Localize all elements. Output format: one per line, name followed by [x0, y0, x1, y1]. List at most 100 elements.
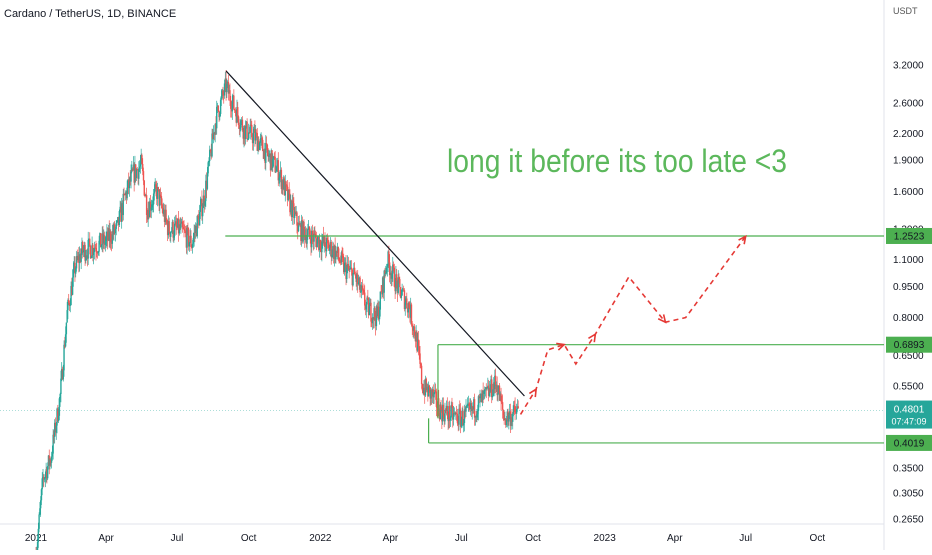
candle-body: [120, 203, 123, 222]
candle-body: [236, 107, 238, 123]
candle-body: [473, 399, 475, 410]
candle-body: [441, 410, 443, 422]
candle-body: [335, 250, 337, 260]
candle-body: [386, 266, 389, 268]
candle-body: [102, 233, 104, 244]
candle-body: [357, 274, 359, 285]
candle-body: [125, 192, 128, 199]
candle-body: [93, 247, 96, 253]
candle-body: [515, 409, 518, 414]
candle-body: [292, 200, 294, 204]
candle-body: [187, 229, 190, 247]
candle-body: [76, 256, 78, 260]
candle-body: [481, 391, 484, 403]
candle-body: [395, 274, 398, 281]
current-price-tag: [886, 400, 932, 429]
candle-body: [254, 128, 256, 141]
candle-body: [85, 256, 87, 261]
candle-body: [226, 83, 228, 93]
candle-body: [420, 363, 422, 366]
candle-body: [80, 253, 82, 262]
candle-body: [205, 180, 207, 202]
candle-body: [217, 105, 219, 112]
candle-body: [458, 408, 460, 425]
candle-body: [132, 164, 135, 171]
candle-body: [282, 180, 284, 190]
candle-body: [147, 209, 149, 220]
candle-body: [327, 239, 329, 244]
candle-body: [301, 220, 304, 242]
candle-body: [117, 216, 119, 222]
candle-body: [454, 412, 456, 414]
candle-body: [391, 273, 393, 279]
candle-body: [325, 246, 327, 252]
candle-body: [409, 304, 412, 318]
candle-body: [370, 302, 372, 322]
x-tick-label: 2022: [309, 533, 332, 544]
candle-body: [277, 160, 279, 181]
candle-body: [193, 232, 195, 238]
candle-body: [318, 236, 320, 250]
candle-body: [110, 242, 113, 244]
candle-body: [510, 417, 512, 426]
candle-body: [402, 289, 404, 291]
candle-body: [94, 247, 96, 249]
candle-body: [253, 128, 255, 133]
candle-body: [100, 244, 103, 248]
candle-body: [270, 150, 272, 171]
x-tick-label: Jul: [171, 533, 184, 544]
candle-body: [326, 238, 329, 240]
candle-body: [186, 227, 188, 248]
candle-body: [376, 306, 378, 316]
candle-body: [55, 425, 57, 433]
candle-body: [352, 272, 354, 286]
candle-body: [505, 420, 508, 426]
candle-body: [399, 279, 401, 288]
candle-body: [58, 398, 61, 416]
candle-body: [82, 241, 84, 253]
candle-body: [68, 302, 71, 306]
candle-body: [219, 99, 222, 114]
candle-body: [382, 277, 385, 293]
candle-body: [378, 309, 381, 320]
candle-body: [283, 178, 285, 190]
candle-body: [353, 267, 355, 273]
candle-body: [344, 262, 346, 264]
candle-body: [364, 305, 367, 310]
candle-body: [72, 268, 75, 278]
candle-body: [483, 391, 485, 394]
candle-body: [381, 277, 384, 295]
candle-body: [490, 379, 492, 392]
candle-body: [195, 225, 198, 237]
candle-body: [506, 411, 508, 421]
candle-body: [78, 254, 81, 264]
candle-body: [68, 300, 70, 303]
candle-body: [303, 221, 305, 229]
candle-body: [237, 107, 239, 117]
candle-body: [218, 111, 220, 118]
candle-body: [307, 229, 309, 237]
candle-body: [413, 326, 416, 336]
candle-body: [175, 221, 177, 227]
candle-body: [149, 201, 152, 211]
candle-body: [49, 459, 51, 466]
x-tick-label: Oct: [810, 533, 826, 544]
candle-body: [276, 166, 278, 172]
candle-body: [59, 393, 61, 399]
candle-body: [177, 218, 180, 234]
candle-body: [287, 189, 290, 201]
candle-body: [498, 385, 500, 394]
candle-body: [73, 262, 75, 269]
candle-body: [460, 419, 463, 427]
candle-body: [356, 274, 358, 282]
candle-body: [471, 406, 473, 411]
candle-body: [224, 78, 226, 84]
candle-body: [336, 246, 339, 253]
candle-body: [515, 411, 517, 414]
candle-body: [434, 389, 436, 393]
candle-body: [128, 179, 130, 189]
candle-body: [484, 389, 486, 392]
candle-body: [261, 138, 263, 140]
candle-body: [310, 239, 312, 248]
